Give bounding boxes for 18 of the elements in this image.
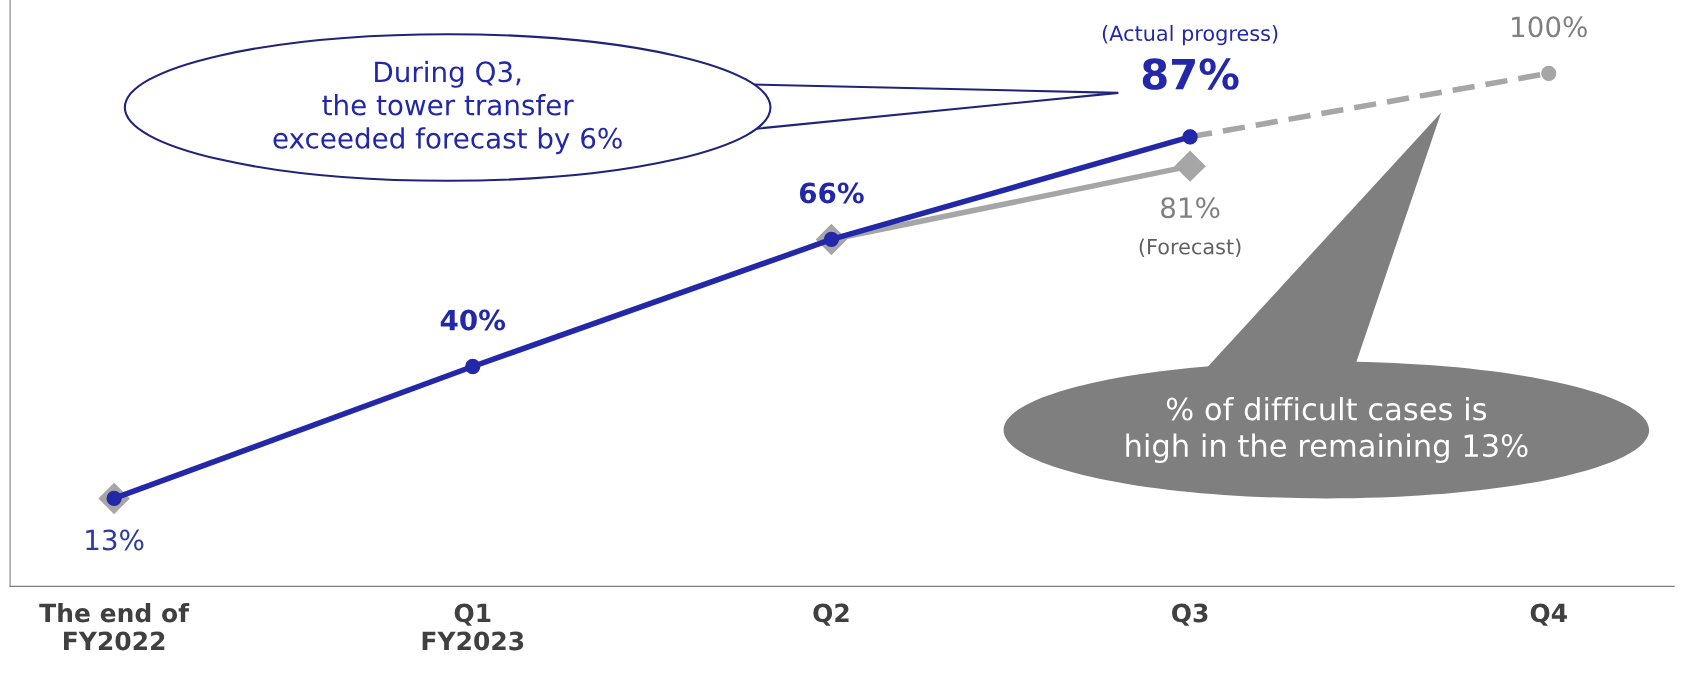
data-label: 40% xyxy=(440,309,506,331)
point xyxy=(1541,65,1557,81)
data-label: 81% xyxy=(1161,197,1220,219)
data-label: 13% xyxy=(86,529,144,551)
x-tick-label: Q3 xyxy=(1172,603,1208,626)
data-label: 100% xyxy=(1512,16,1587,38)
point xyxy=(1174,150,1206,182)
data-label: 87% xyxy=(1142,58,1239,90)
data-label: 66% xyxy=(799,182,864,204)
x-tick-label: Q1 FY2023 xyxy=(422,603,524,651)
x-tick-label: Q4 xyxy=(1530,603,1567,626)
annotation: (Actual progress) xyxy=(1102,24,1278,46)
point xyxy=(465,358,481,375)
x-tick-label: Q2 xyxy=(813,603,849,626)
annotation: During Q3, the tower transfer exceeded forecast by 6% xyxy=(273,60,622,155)
annotation: (Forecast) xyxy=(1139,238,1241,257)
x-tick-label: The end of FY2022 xyxy=(39,603,190,651)
annotation: % of difficult cases is high in the remaining 13% xyxy=(1126,396,1528,464)
